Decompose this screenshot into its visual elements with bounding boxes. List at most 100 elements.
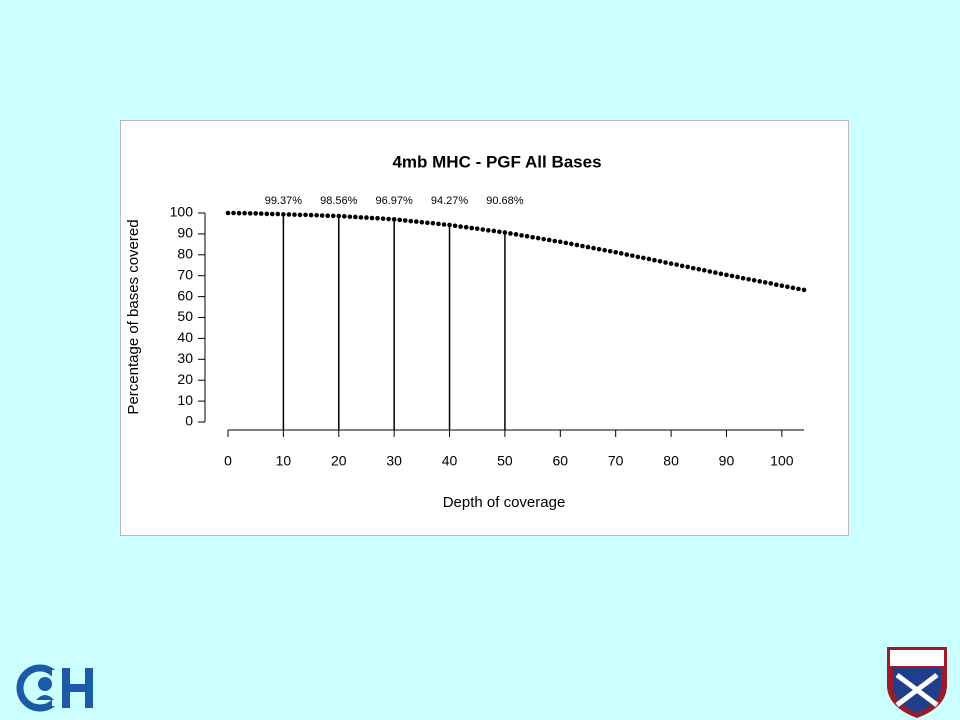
data-point xyxy=(270,211,275,217)
data-point xyxy=(713,270,718,275)
data-point xyxy=(646,256,652,262)
data-point xyxy=(613,249,618,255)
data-point xyxy=(563,240,569,246)
x-tick-label: 20 xyxy=(331,453,347,469)
data-point xyxy=(630,253,635,258)
data-point xyxy=(663,260,668,265)
marker-label: 98.56% xyxy=(320,195,358,207)
data-point xyxy=(463,224,469,230)
data-point xyxy=(508,231,513,236)
data-point xyxy=(314,212,319,218)
data-point xyxy=(801,287,807,293)
data-point xyxy=(574,242,580,248)
marker-label: 96.97% xyxy=(375,195,413,207)
y-tick-label: 90 xyxy=(177,225,193,241)
marker-label: 90.68% xyxy=(486,195,524,207)
data-point xyxy=(308,212,314,218)
data-point xyxy=(718,271,724,277)
x-tick-label: 10 xyxy=(276,453,292,469)
y-tick-label: 40 xyxy=(177,329,193,345)
data-point xyxy=(790,285,796,291)
data-point xyxy=(436,221,441,227)
y-tick-label: 80 xyxy=(177,246,193,262)
y-axis-label: Percentage of bases covered xyxy=(125,219,142,414)
data-point xyxy=(657,258,663,264)
data-point xyxy=(386,216,391,222)
data-point xyxy=(774,282,779,287)
data-point xyxy=(796,286,801,292)
data-point xyxy=(696,266,702,272)
data-point xyxy=(364,215,369,220)
data-point xyxy=(425,220,430,226)
data-point xyxy=(325,213,330,219)
data-point xyxy=(225,210,231,216)
x-tick-label: 70 xyxy=(608,453,624,469)
data-point xyxy=(264,211,270,217)
data-point xyxy=(497,229,502,235)
x-tick-label: 80 xyxy=(663,453,679,469)
data-point xyxy=(452,223,458,229)
y-tick-label: 0 xyxy=(185,413,193,429)
data-point xyxy=(275,211,281,217)
data-point xyxy=(408,218,414,224)
data-point xyxy=(247,211,253,216)
chart-panel xyxy=(120,120,849,536)
data-point xyxy=(762,280,768,285)
data-point xyxy=(779,283,785,289)
x-tick-label: 60 xyxy=(553,453,569,469)
data-point xyxy=(729,273,735,279)
x-tick-label: 30 xyxy=(386,453,402,469)
data-point xyxy=(596,246,602,252)
x-tick-label: 40 xyxy=(442,453,458,469)
data-point xyxy=(746,276,751,282)
data-point xyxy=(535,235,541,241)
marker-label: 99.37% xyxy=(265,195,303,207)
y-tick-label: 10 xyxy=(177,392,193,408)
data-point xyxy=(281,212,286,217)
data-point xyxy=(668,261,674,266)
data-point xyxy=(530,234,535,240)
data-point xyxy=(580,243,585,249)
data-point xyxy=(253,211,258,216)
data-point xyxy=(652,257,657,263)
data-point xyxy=(380,216,386,221)
data-point xyxy=(430,220,436,226)
data-point xyxy=(297,212,303,218)
data-point xyxy=(602,247,607,253)
data-point xyxy=(369,215,375,221)
y-tick-label: 70 xyxy=(177,266,193,282)
data-point xyxy=(447,222,452,228)
data-point xyxy=(607,248,613,254)
data-point xyxy=(402,218,408,223)
penn-shield xyxy=(887,647,947,718)
marker-label: 94.27% xyxy=(431,195,469,207)
data-point xyxy=(414,219,419,224)
data-point xyxy=(242,210,247,216)
data-point xyxy=(569,241,574,247)
data-point xyxy=(358,215,364,220)
data-point xyxy=(674,262,679,267)
data-point xyxy=(558,239,563,245)
data-point xyxy=(690,265,696,271)
y-tick-label: 20 xyxy=(177,371,193,387)
x-tick-label: 0 xyxy=(224,453,232,469)
data-point xyxy=(502,230,508,235)
data-point xyxy=(735,274,740,280)
y-tick-label: 30 xyxy=(177,350,193,366)
data-point xyxy=(624,252,630,257)
data-point xyxy=(286,212,292,217)
data-point xyxy=(751,277,757,283)
data-point xyxy=(231,210,236,216)
data-point xyxy=(397,217,402,223)
data-point xyxy=(591,245,596,251)
data-point xyxy=(391,217,397,222)
data-point xyxy=(585,244,591,250)
y-tick-label: 100 xyxy=(170,204,194,220)
data-point xyxy=(519,233,524,238)
data-point xyxy=(419,219,425,225)
data-point xyxy=(491,228,497,234)
data-point xyxy=(757,279,762,284)
x-tick-label: 90 xyxy=(719,453,735,469)
